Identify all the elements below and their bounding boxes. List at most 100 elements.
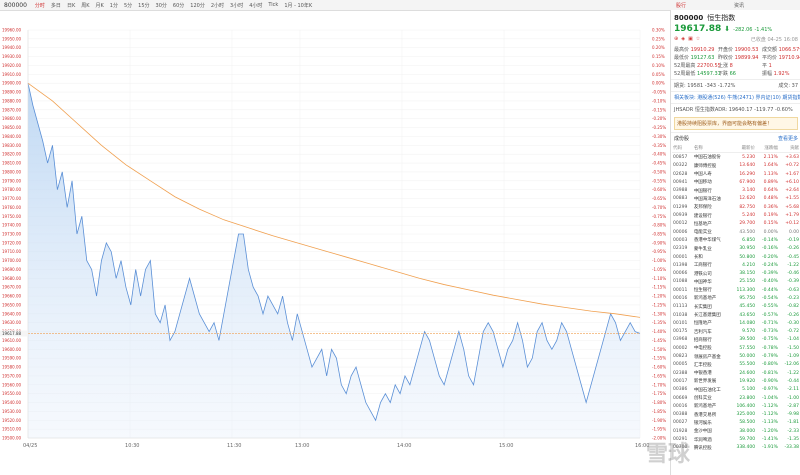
alert-icon[interactable]: ◈	[681, 36, 686, 42]
table-row[interactable]: 00857 中国石油股份 5.230 2.11% +3.63	[672, 153, 800, 162]
column-header[interactable]: 最新价	[729, 144, 757, 154]
table-row[interactable]: 01928 金沙中国 38.000 -1.20% -2.33	[672, 427, 800, 435]
table-row[interactable]: 00012 恒基地产 29.700 0.15% +0.12	[672, 220, 800, 228]
tab-period-3[interactable]: 周K	[81, 2, 90, 9]
cell-code: 00669	[673, 395, 688, 401]
cell-pct: -0.90%	[761, 378, 778, 384]
y-tick-pct-label: 0.05%	[652, 72, 665, 77]
table-row[interactable]: 00001 长和 50.800 -0.20% -0.45	[672, 253, 800, 261]
tab-period-10[interactable]: 120分	[190, 2, 205, 9]
share-icon[interactable]: ▣	[688, 36, 693, 42]
table-row[interactable]: 00386 中国石油化工 5.100 -0.97% -2.11	[672, 386, 800, 394]
column-header[interactable]: 贡献	[778, 144, 800, 154]
table-row[interactable]: 03988 中国银行 3.140 0.64% +2.64	[672, 186, 800, 194]
table-row[interactable]: 00016 新鸿基地产 106.400 -1.12% -2.87	[672, 402, 800, 410]
column-header[interactable]: 名称	[692, 144, 730, 154]
table-row[interactable]: 00883 中国海洋石油 12.620 0.48% +1.55	[672, 195, 800, 203]
y-tick-pct-label: -1.05%	[652, 267, 666, 272]
table-row[interactable]: 02628 中国人寿 16.290 1.13% +1.67	[672, 170, 800, 178]
cell-pct: -0.44%	[761, 287, 778, 293]
table-row[interactable]: 00005 汇丰控股 55.500 -0.80% -12.06	[672, 361, 800, 369]
table-row[interactable]: 01113 长实集团 45.450 -0.55% -0.82	[672, 303, 800, 311]
cell-name: 蒙牛乳业	[693, 246, 712, 252]
cell-name: 港铁公司	[693, 271, 712, 277]
tab-period-5[interactable]: 1分	[109, 2, 118, 9]
table-row[interactable]: 00011 恒生银行 113.300 -0.44% -0.63	[672, 286, 800, 294]
cell-contrib: -0.45	[787, 254, 799, 260]
tab-period-2[interactable]: 日K	[66, 2, 76, 9]
tab-period-0[interactable]: 分时	[34, 2, 45, 9]
tab-period-12[interactable]: 3小时	[230, 2, 244, 9]
cell-price: 50.800	[739, 254, 756, 260]
cell-code: 00939	[673, 213, 688, 219]
column-header[interactable]: 涨跌幅	[756, 144, 779, 154]
stat-item: 开盘价 19900.53	[718, 46, 762, 53]
table-row[interactable]: 01299 友邦保险 82.750 0.36% +5.68	[672, 203, 800, 211]
table-row[interactable]: 00322 康师傅控股 13.640 1.64% +0.72	[672, 162, 800, 170]
table-row[interactable]: 00700 腾讯控股 338.400 -1.91% -33.38	[672, 444, 800, 452]
tab-period-1[interactable]: 多日	[50, 2, 61, 9]
table-row[interactable]: 02319 蒙牛乳业 30.950 -0.16% -0.26	[672, 245, 800, 253]
table-row[interactable]: 00823 领展房产基金 50.000 -0.79% -1.09	[672, 352, 800, 360]
table-row[interactable]: 00006 电能实业 43.500 0.00% 0.00	[672, 228, 800, 236]
table-row[interactable]: 00175 吉利汽车 9.570 -0.73% -0.72	[672, 328, 800, 336]
cell-code: 00388	[673, 412, 688, 418]
cell-price: 113.300	[736, 287, 756, 293]
reference-label: 19617.88	[2, 331, 22, 336]
quote-change: -282.06	[733, 27, 753, 33]
x-tick-label: 10:30	[125, 443, 139, 449]
tab-period-6[interactable]: 5分	[123, 2, 133, 9]
tab-period-4[interactable]: 月K	[95, 2, 104, 9]
table-row[interactable]: 00941 中国移动 67.900 0.89% +6.10	[672, 178, 800, 186]
table-row[interactable]: 03968 招商银行 39.500 -0.75% -1.04	[672, 336, 800, 344]
table-row[interactable]: 00003 香港中华煤气 6.850 -0.14% -0.19	[672, 236, 800, 244]
column-header[interactable]: 代码	[672, 144, 693, 154]
table-row[interactable]: 01398 工商银行 4.210 -0.24% -1.22	[672, 261, 800, 269]
table-row[interactable]: 00002 中电控股 57.550 -0.78% -1.50	[672, 344, 800, 352]
table-row[interactable]: 00388 香港交易所 325.000 -1.12% -9.98	[672, 411, 800, 419]
table-row[interactable]: 00027 银河娱乐 58.500 -1.13% -1.81	[672, 419, 800, 427]
table-row[interactable]: 00939 建设银行 5.240 0.19% +1.79	[672, 211, 800, 219]
cell-contrib: -0.23	[787, 295, 799, 301]
table-row[interactable]: 01038 长江基建集团 43.650 -0.57% -0.26	[672, 311, 800, 319]
table-row[interactable]: 02388 中银香港 24.600 -0.81% -1.22	[672, 369, 800, 377]
intraday-chart-svg[interactable]: 19960.00 0.30% 19950.00 0.25% 19940.00 0.20% 1…	[0, 10, 668, 475]
tab-period-11[interactable]: 2小时	[210, 2, 225, 9]
add-icon[interactable]: ⊕	[674, 36, 679, 42]
cell-contrib: -1.09	[787, 354, 799, 360]
cell-pct: -0.54%	[761, 295, 778, 301]
y-tick-pct-label: -0.65%	[652, 196, 666, 201]
cell-name: 长实集团	[693, 304, 712, 310]
star-icon[interactable]: ☆	[695, 36, 701, 42]
y-tick-label: 19550.00	[2, 391, 22, 396]
tab-period-7[interactable]: 15分	[138, 2, 150, 9]
table-row[interactable]: 00669 创科实业 23.800 -1.04% -1.00	[672, 394, 800, 402]
tab-period-13[interactable]: 4小时	[249, 2, 263, 9]
table-row[interactable]: 01088 中国神华 25.150 -0.40% -0.39	[672, 278, 800, 286]
tab-period-14[interactable]: Tick	[268, 1, 279, 8]
tab-news[interactable]: 资讯	[734, 0, 744, 10]
tab-news-label: 资讯	[734, 2, 745, 9]
table-row[interactable]: 00101 恒隆地产 14.080 -0.71% -0.30	[672, 319, 800, 327]
y-tick-label: 19880.00	[2, 98, 22, 103]
tab-period-8[interactable]: 30分	[155, 2, 167, 9]
table-row[interactable]: 00017 新世界发展 19.920 -0.90% -0.44	[672, 377, 800, 385]
y-tick-label: 19800.00	[2, 169, 22, 174]
y-tick-label: 19940.00	[2, 45, 22, 50]
cell-name: 中国石油股份	[693, 155, 721, 161]
table-header: 代码 名称 最新价 涨跌幅 贡献	[672, 144, 800, 154]
constituents-more-link[interactable]: 查看更多	[777, 136, 798, 142]
period-dropdown[interactable]: 1月 - 10年K	[284, 2, 313, 9]
intraday-chart[interactable]: 19960.00 0.30% 19950.00 0.25% 19940.00 0.20% 1…	[0, 10, 668, 475]
tab-period-9[interactable]: 60分	[172, 2, 185, 9]
table-row[interactable]: 00066 港铁公司 38.150 -0.39% -0.46	[672, 269, 800, 277]
cell-name: 汇丰控股	[693, 362, 712, 368]
tab-market[interactable]: 股行	[676, 0, 686, 10]
table-row[interactable]: 00016 新鸿基地产 95.750 -0.54% -0.23	[672, 294, 800, 302]
related-sectors[interactable]: 相关板块: 港股通(526) 牛熊(2471) 界内证(10) 期货指数	[671, 91, 800, 103]
y-tick-label: 19560.00	[2, 382, 22, 387]
stat-value: 1066.57亿	[778, 47, 800, 53]
table-row[interactable]: 00291 华润啤酒 59.700 -1.41% -1.35	[672, 435, 800, 443]
cell-contrib: +6.10	[785, 179, 799, 185]
